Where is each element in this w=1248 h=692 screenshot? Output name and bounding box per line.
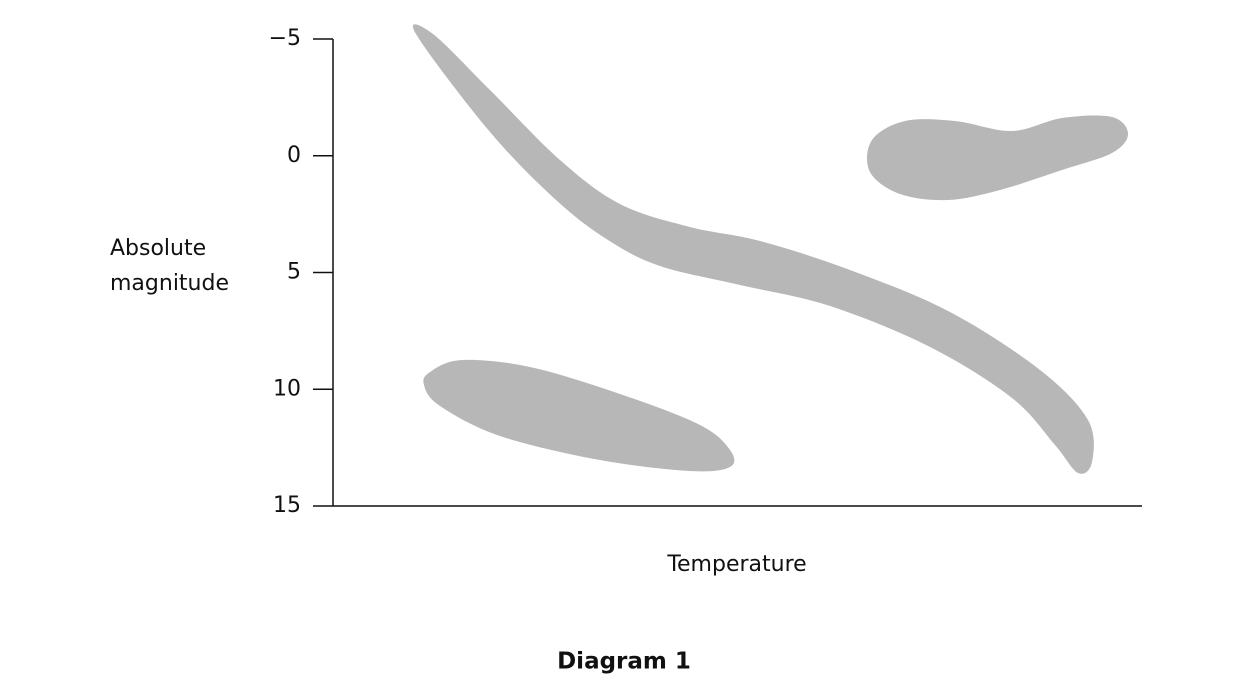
y-tick-label: 10 bbox=[273, 376, 301, 401]
y-tick-label: 5 bbox=[287, 260, 301, 285]
y-tick-label: 0 bbox=[287, 143, 301, 168]
white-dwarfs bbox=[423, 359, 735, 472]
giants bbox=[866, 115, 1128, 201]
y-tick-label: 15 bbox=[273, 493, 301, 518]
y-axis-label: magnitude bbox=[110, 271, 229, 296]
main-sequence bbox=[412, 24, 1094, 474]
regions bbox=[412, 24, 1128, 474]
y-tick-label: −5 bbox=[269, 26, 301, 51]
y-axis-label: Absolute bbox=[110, 236, 206, 261]
chart-title: Diagram 1 bbox=[557, 649, 691, 675]
x-axis-label: Temperature bbox=[666, 552, 806, 577]
